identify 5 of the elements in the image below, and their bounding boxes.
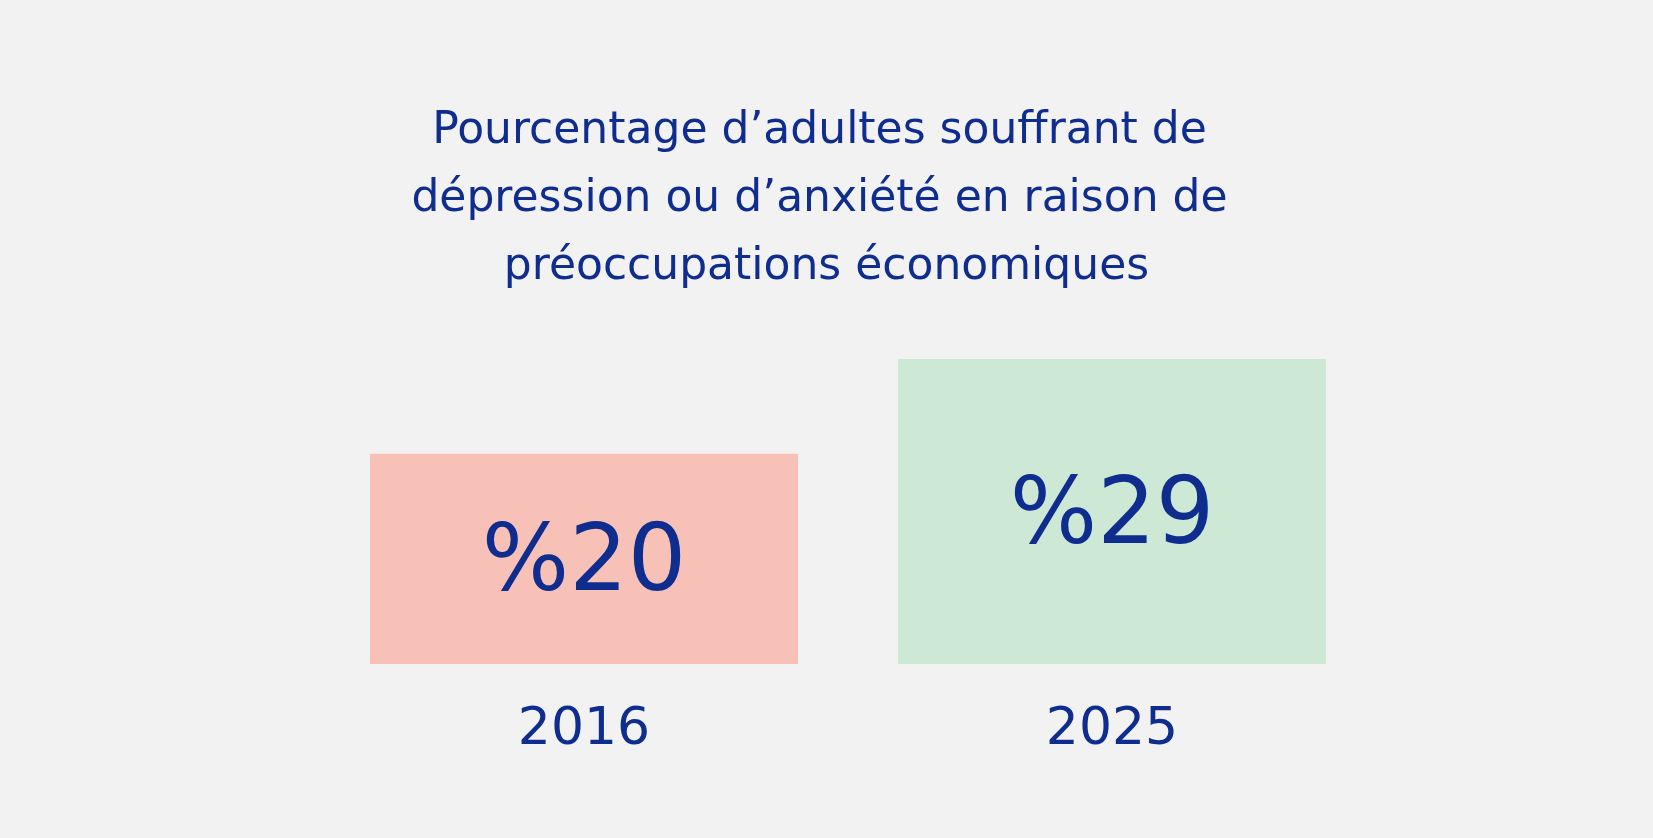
data-label: %20	[481, 505, 687, 613]
x-tick-label: 2016	[517, 696, 651, 756]
chart-title: Pourcentage d’adultes souffrant de dépression ou d’anxiété en raison de préoccupations économiques	[411, 101, 1242, 289]
data-label: %29	[1009, 458, 1215, 565]
x-tick-label: 2025	[1045, 696, 1179, 756]
